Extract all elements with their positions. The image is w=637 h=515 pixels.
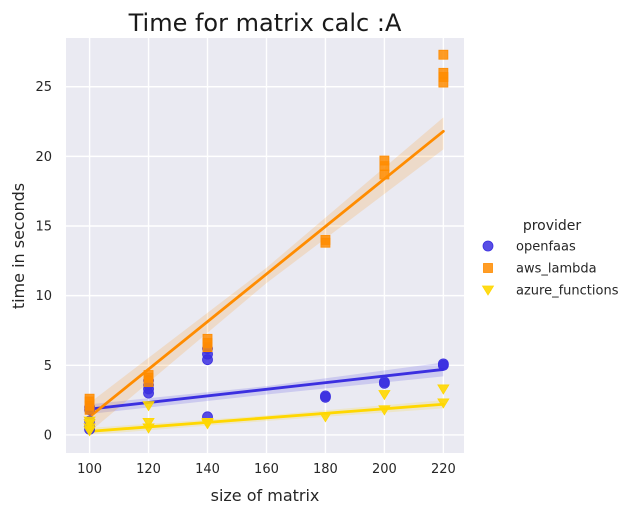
y-axis-title: time in seconds xyxy=(9,183,28,309)
point-azure_functions xyxy=(142,401,155,412)
point-aws_lambda xyxy=(143,370,154,380)
point-azure_functions xyxy=(437,398,450,409)
point-aws_lambda xyxy=(379,169,390,180)
legend-title: provider xyxy=(523,218,582,234)
legend-marker-azure_functions xyxy=(481,285,495,296)
point-azure_functions xyxy=(319,412,332,423)
point-aws_lambda xyxy=(202,333,213,344)
x-axis-title: size of matrix xyxy=(211,486,320,505)
point-openfaas xyxy=(378,376,390,388)
point-azure_functions xyxy=(437,384,450,395)
y-tick-label: 15 xyxy=(35,220,52,235)
x-tick-label: 140 xyxy=(195,462,220,477)
x-tick-label: 220 xyxy=(431,462,456,477)
legend-marker-openfaas xyxy=(482,240,494,252)
legend-label-openfaas: openfaas xyxy=(516,240,576,255)
point-aws_lambda xyxy=(438,67,449,78)
y-tick-label: 0 xyxy=(44,428,52,443)
x-tick-label: 100 xyxy=(77,462,102,477)
point-aws_lambda xyxy=(379,155,390,166)
legend-marker-aws_lambda xyxy=(483,263,493,273)
y-tick-label: 10 xyxy=(35,289,52,304)
legend-label-azure_functions: azure_functions xyxy=(516,284,619,299)
point-azure_functions xyxy=(378,390,391,401)
tick-labels: 100 120 140 160 180 200 220 0 5 10 15 20 25 xyxy=(35,80,455,477)
chart-title: Time for matrix calc :A xyxy=(128,9,402,37)
point-openfaas xyxy=(320,390,331,402)
legend-label-aws_lambda: aws_lambda xyxy=(516,262,597,277)
data-points xyxy=(83,49,450,437)
y-tick-label: 25 xyxy=(35,80,52,95)
point-azure_functions xyxy=(142,417,155,429)
point-aws_lambda xyxy=(320,235,331,245)
point-azure_functions xyxy=(201,417,214,429)
point-aws_lambda xyxy=(84,393,95,404)
legend: provider openfaas aws_lambda azure_functio… xyxy=(481,218,619,299)
point-aws_lambda xyxy=(438,49,449,60)
x-tick-label: 200 xyxy=(372,462,397,477)
point-openfaas xyxy=(437,358,449,370)
x-tick-label: 160 xyxy=(254,462,279,477)
x-tick-label: 120 xyxy=(136,462,161,477)
x-tick-label: 180 xyxy=(313,462,338,477)
y-tick-label: 20 xyxy=(35,150,52,165)
grid xyxy=(66,38,464,453)
y-tick-label: 5 xyxy=(44,359,52,374)
point-azure_functions xyxy=(378,405,391,416)
point-azure_functions xyxy=(83,416,96,427)
